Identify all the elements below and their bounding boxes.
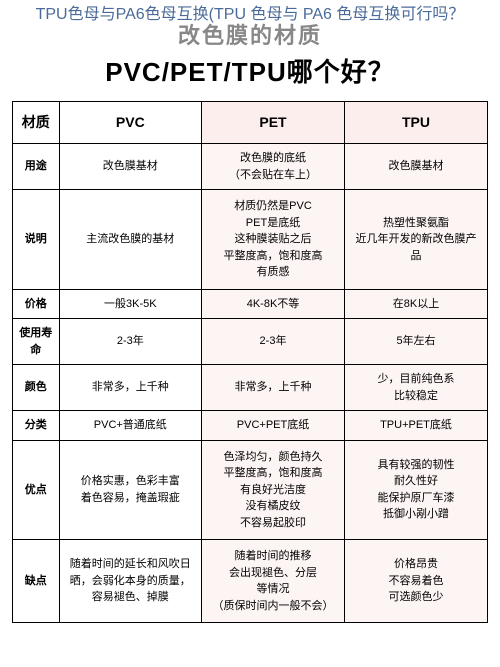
cell-pvc: 随着时间的延长和风吹日 晒，会弱化本身的质量， 容易褪色、掉膜	[59, 540, 201, 623]
cell-tpu: TPU+PET底纸	[345, 411, 488, 441]
row-label: 缺点	[13, 540, 60, 623]
cell-pet: 2-3年	[202, 319, 345, 365]
row-label: 价格	[13, 289, 60, 319]
table-row: 使用寿命 2-3年 2-3年 5年左右	[13, 319, 488, 365]
header-pvc: PVC	[59, 102, 201, 144]
cell-tpu: 具有较强的韧性 耐久性好 能保护原厂车漆 抵御小剐小蹭	[345, 440, 488, 540]
table-row: 用途 改色膜基材 改色膜的底纸 （不会贴在车上） 改色膜基材	[13, 144, 488, 190]
cell-pvc: 2-3年	[59, 319, 201, 365]
cell-pvc: 改色膜基材	[59, 144, 201, 190]
cell-tpu: 热塑性聚氨酯 近几年开发的新改色膜产 品	[345, 190, 488, 290]
cell-pvc: 价格实惠，色彩丰富 着色容易，掩盖瑕疵	[59, 440, 201, 540]
row-label: 颜色	[13, 365, 60, 411]
table-row: 缺点 随着时间的延长和风吹日 晒，会弱化本身的质量， 容易褪色、掉膜 随着时间的…	[13, 540, 488, 623]
cell-pvc: 主流改色膜的基材	[59, 190, 201, 290]
header-pet: PET	[202, 102, 345, 144]
overlay-question: TPU色母与PA6色母互换(TPU 色母与 PA6 色母互换可行吗？	[20, 4, 480, 26]
cell-tpu: 在8K以上	[345, 289, 488, 319]
cell-pet: 改色膜的底纸 （不会贴在车上）	[202, 144, 345, 190]
table-row: 颜色 非常多，上千种 非常多，上千种 少，目前纯色系 比较稳定	[13, 365, 488, 411]
cell-pet: 4K-8K不等	[202, 289, 345, 319]
table-row: 价格 一般3K-5K 4K-8K不等 在8K以上	[13, 289, 488, 319]
row-label: 优点	[13, 440, 60, 540]
table-row: 优点 价格实惠，色彩丰富 着色容易，掩盖瑕疵 色泽均匀，颜色持久 平整度高，饱和…	[13, 440, 488, 540]
header-tpu: TPU	[345, 102, 488, 144]
cell-pvc: 一般3K-5K	[59, 289, 201, 319]
cell-tpu: 5年左右	[345, 319, 488, 365]
cell-tpu: 改色膜基材	[345, 144, 488, 190]
cell-pet: 非常多，上千种	[202, 365, 345, 411]
cell-pet: 材质仍然是PVC PET是底纸 这种膜装贴之后 平整度高，饱和度高 有质感	[202, 190, 345, 290]
cell-tpu: 价格昂贵 不容易着色 可选颜色少	[345, 540, 488, 623]
table-row: 说明 主流改色膜的基材 材质仍然是PVC PET是底纸 这种膜装贴之后 平整度高…	[13, 190, 488, 290]
cell-pvc: 非常多，上千种	[59, 365, 201, 411]
comparison-table: 材质 PVC PET TPU 用途 改色膜基材 改色膜的底纸 （不会贴在车上） …	[12, 101, 488, 623]
row-label: 使用寿命	[13, 319, 60, 365]
cell-pet: 色泽均匀，颜色持久 平整度高，饱和度高 有良好光洁度 没有橘皮纹 不容易起胶印	[202, 440, 345, 540]
row-label: 说明	[13, 190, 60, 290]
cell-pvc: PVC+普通底纸	[59, 411, 201, 441]
table-row: 分类 PVC+普通底纸 PVC+PET底纸 TPU+PET底纸	[13, 411, 488, 441]
cell-pet: 随着时间的推移 会出现褪色、分层 等情况 （质保时间内一般不会）	[202, 540, 345, 623]
table-header-row: 材质 PVC PET TPU	[13, 102, 488, 144]
cell-tpu: 少，目前纯色系 比较稳定	[345, 365, 488, 411]
header-corner: 材质	[13, 102, 60, 144]
title-line2: PVC/PET/TPU哪个好？	[10, 52, 490, 89]
cell-pet: PVC+PET底纸	[202, 411, 345, 441]
row-label: 分类	[13, 411, 60, 441]
row-label: 用途	[13, 144, 60, 190]
